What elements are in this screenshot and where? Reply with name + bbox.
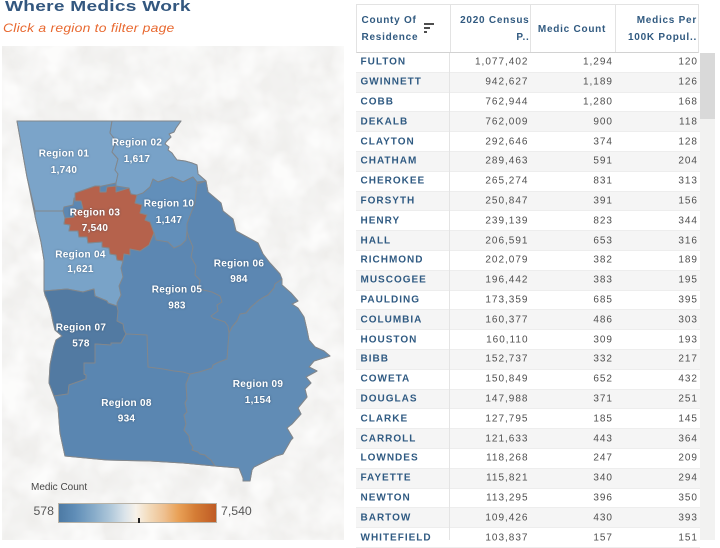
svg-text:Region 05: Region 05 xyxy=(152,285,203,296)
svg-text:1,740: 1,740 xyxy=(51,165,78,176)
svg-text:Region 03: Region 03 xyxy=(70,208,121,219)
svg-text:7,540: 7,540 xyxy=(82,223,109,234)
svg-text:984: 984 xyxy=(230,274,248,285)
svg-text:1,154: 1,154 xyxy=(245,395,272,406)
svg-text:Region 04: Region 04 xyxy=(55,250,106,261)
svg-text:Region 07: Region 07 xyxy=(56,323,107,334)
svg-text:1,617: 1,617 xyxy=(124,154,151,165)
svg-text:Region 02: Region 02 xyxy=(112,138,163,149)
svg-text:Region 01: Region 01 xyxy=(39,149,90,160)
svg-text:Region 09: Region 09 xyxy=(233,379,284,390)
svg-text:Region 08: Region 08 xyxy=(101,398,152,409)
svg-text:934: 934 xyxy=(118,414,136,425)
svg-text:Region 06: Region 06 xyxy=(214,259,265,270)
svg-text:578: 578 xyxy=(72,339,90,350)
svg-text:Region 10: Region 10 xyxy=(144,199,195,210)
svg-text:1,621: 1,621 xyxy=(67,264,94,275)
svg-text:983: 983 xyxy=(168,301,186,312)
svg-text:1,147: 1,147 xyxy=(156,215,183,226)
